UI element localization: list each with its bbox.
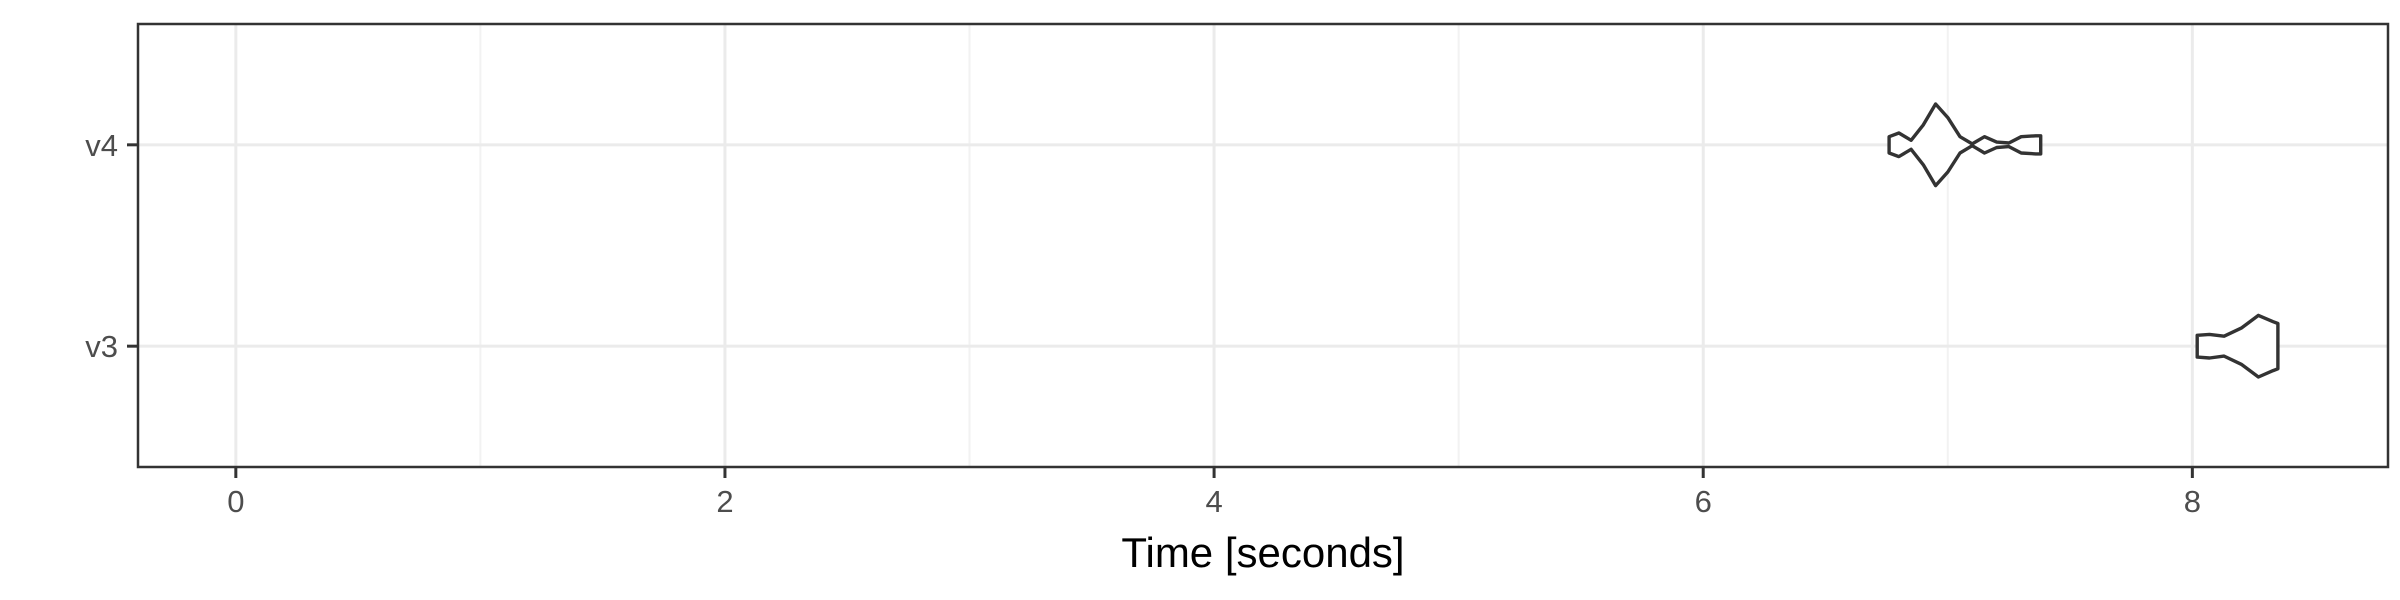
x-tick-label: 4 xyxy=(1205,484,1222,519)
y-axis-ticks: v3 v4 xyxy=(85,128,138,364)
x-tick-label: 6 xyxy=(1695,484,1712,519)
x-tick-label: 8 xyxy=(2184,484,2201,519)
y-tick-label: v4 xyxy=(85,128,118,163)
x-tick-label: 0 xyxy=(227,484,244,519)
minor-gridlines xyxy=(479,24,1949,467)
major-gridlines xyxy=(138,24,2388,467)
violin-layer xyxy=(1887,102,2280,379)
plot-panel-border xyxy=(136,22,2390,469)
x-axis-ticks: 0 2 4 6 8 xyxy=(227,467,2201,519)
violin-v4 xyxy=(1887,102,2043,188)
x-tick-label: 2 xyxy=(716,484,733,519)
violin-v3 xyxy=(2195,313,2280,379)
y-tick-label: v3 xyxy=(85,329,118,364)
x-axis-title: Time [seconds] xyxy=(1121,529,1404,576)
